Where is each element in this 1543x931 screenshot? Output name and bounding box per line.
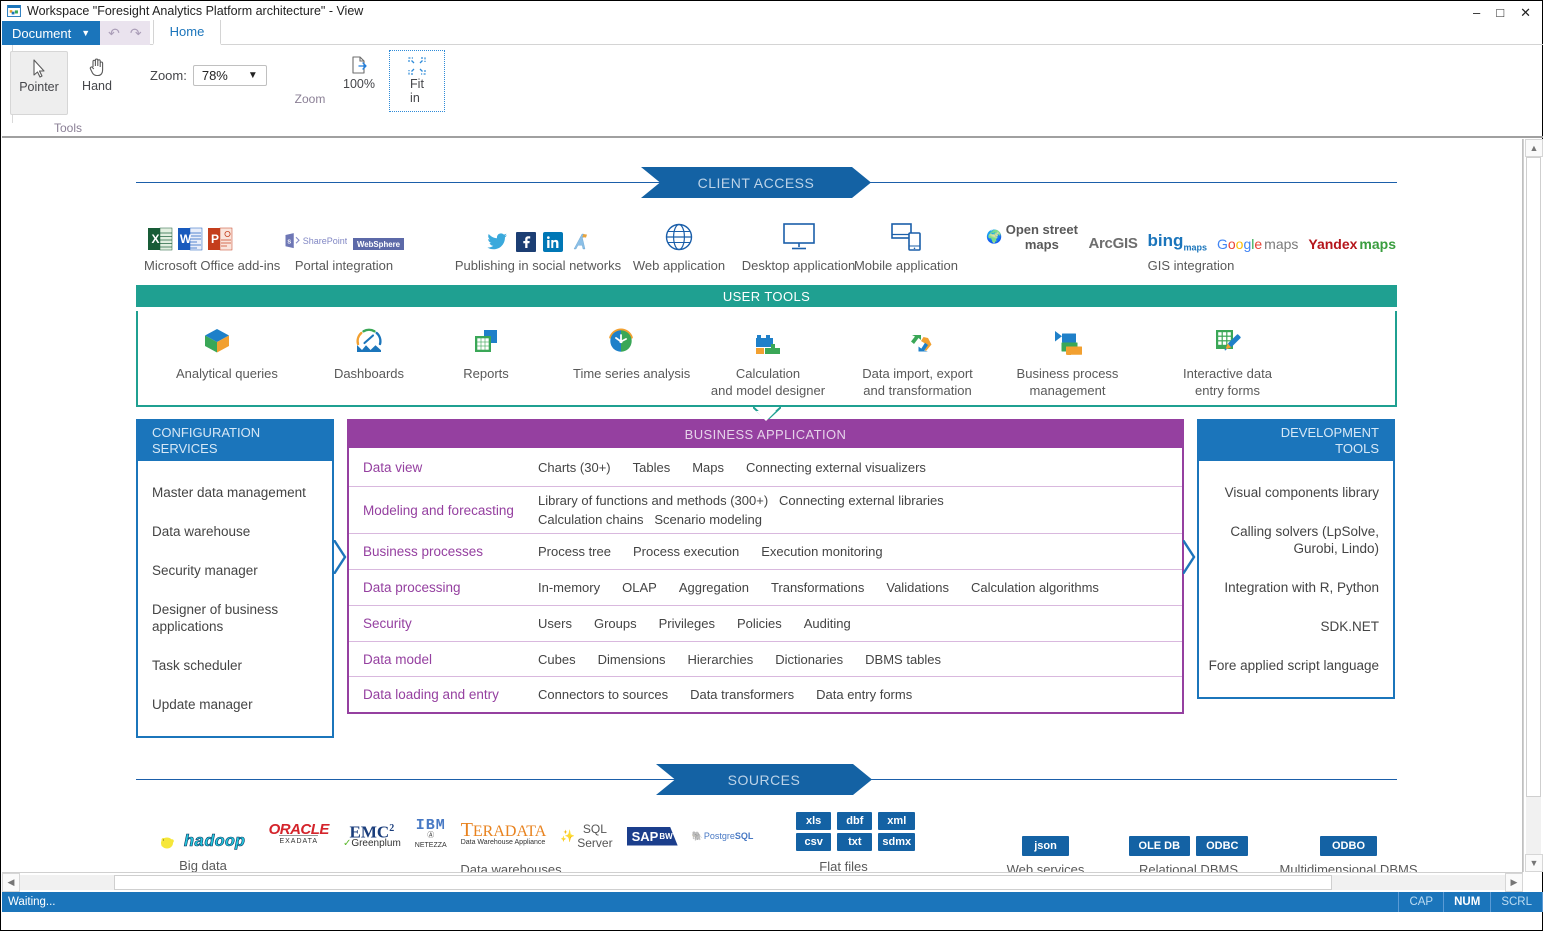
svg-text:S: S: [287, 240, 291, 246]
svg-text:SharePoint: SharePoint: [303, 236, 347, 246]
svg-text:W: W: [180, 232, 192, 246]
svg-text:WebSphere: WebSphere: [357, 240, 401, 249]
svg-text:X: X: [151, 232, 159, 246]
svg-text:P: P: [211, 232, 219, 246]
